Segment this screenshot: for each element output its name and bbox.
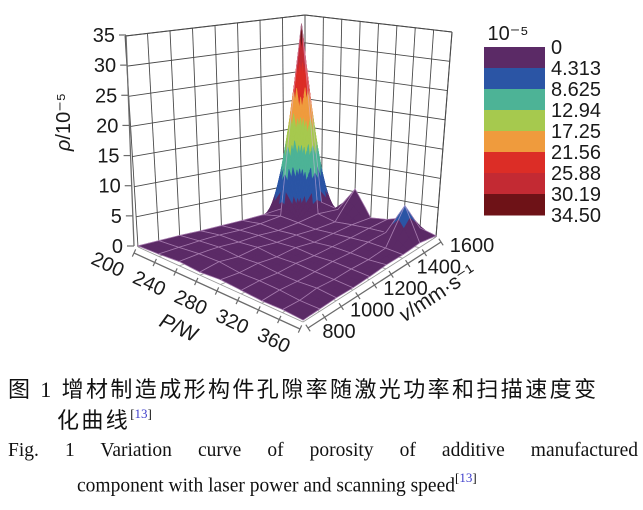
z-tick-label: 0 [112, 236, 123, 258]
colorbar-band [484, 47, 545, 69]
colorbar: 10⁻⁵ 04.3138.62512.9417.2521.5625.8830.19… [484, 23, 601, 227]
colorbar-band [484, 152, 545, 174]
caption-en-ref: [13] [454, 470, 477, 485]
colorbar-band [484, 131, 545, 153]
y-tick-label: 1600 [450, 235, 495, 257]
colorbar-label: 0 [551, 37, 562, 59]
caption-cn-ref: [13] [130, 405, 152, 421]
colorbar-label: 25.88 [551, 163, 601, 185]
x-tick-label: 240 [129, 267, 169, 301]
back-walls [124, 14, 453, 248]
colorbar-label: 30.19 [551, 184, 601, 206]
colorbar-band [484, 110, 545, 132]
caption-en-line2-text: component with laser power and scanning … [77, 475, 455, 497]
surface-mesh [136, 23, 438, 321]
caption-en-line2: component with laser power and scanning … [77, 470, 477, 498]
colorbar-band [484, 173, 545, 195]
z-tick-label: 10 [98, 176, 120, 198]
x-tick-label: 320 [212, 305, 252, 339]
y-tick-label: 1000 [350, 300, 395, 322]
x-tick-label: 360 [254, 324, 294, 358]
colorbar-title: 10⁻⁵ [487, 23, 528, 45]
z-tick-label: 5 [111, 206, 122, 228]
colorbar-label: 4.313 [551, 58, 601, 80]
z-tick-label: 25 [95, 85, 117, 107]
y-tick-label: 800 [322, 321, 355, 343]
z-tick-label: 30 [94, 55, 116, 77]
z-tick-label: 35 [93, 25, 115, 47]
colorbar-label: 8.625 [551, 79, 601, 101]
y-tick-label: 1400 [417, 257, 462, 279]
colorbar-band [484, 68, 545, 90]
colorbar-label: 21.56 [551, 142, 601, 164]
caption-cn-line2-text: 化曲线 [57, 408, 131, 433]
caption-en-line1: Fig. 1 Variation curve of porosity of ad… [8, 440, 638, 461]
colorbar-label: 34.50 [551, 205, 601, 227]
colorbar-label: 12.94 [551, 100, 601, 122]
z-axis-title: ρ/10⁻⁵ [53, 93, 75, 152]
colorbar-label: 17.25 [551, 121, 601, 143]
z-tick-label: 20 [96, 115, 118, 137]
colorbar-band [484, 89, 545, 111]
z-tick-label: 15 [97, 146, 119, 168]
surface-plot-3d: 0 5 10 15 20 25 30 35 ρ/10⁻⁵ 200 240 280 320 360 P/W 80… [53, 14, 601, 358]
colorbar-band [484, 194, 545, 216]
caption-cn-line1: 图 1 增材制造成形构件孔隙率随激光功率和扫描速度变 [8, 377, 599, 402]
caption-cn-line2: 化曲线[13] [57, 403, 152, 435]
y-tick-label: 1200 [383, 278, 428, 300]
